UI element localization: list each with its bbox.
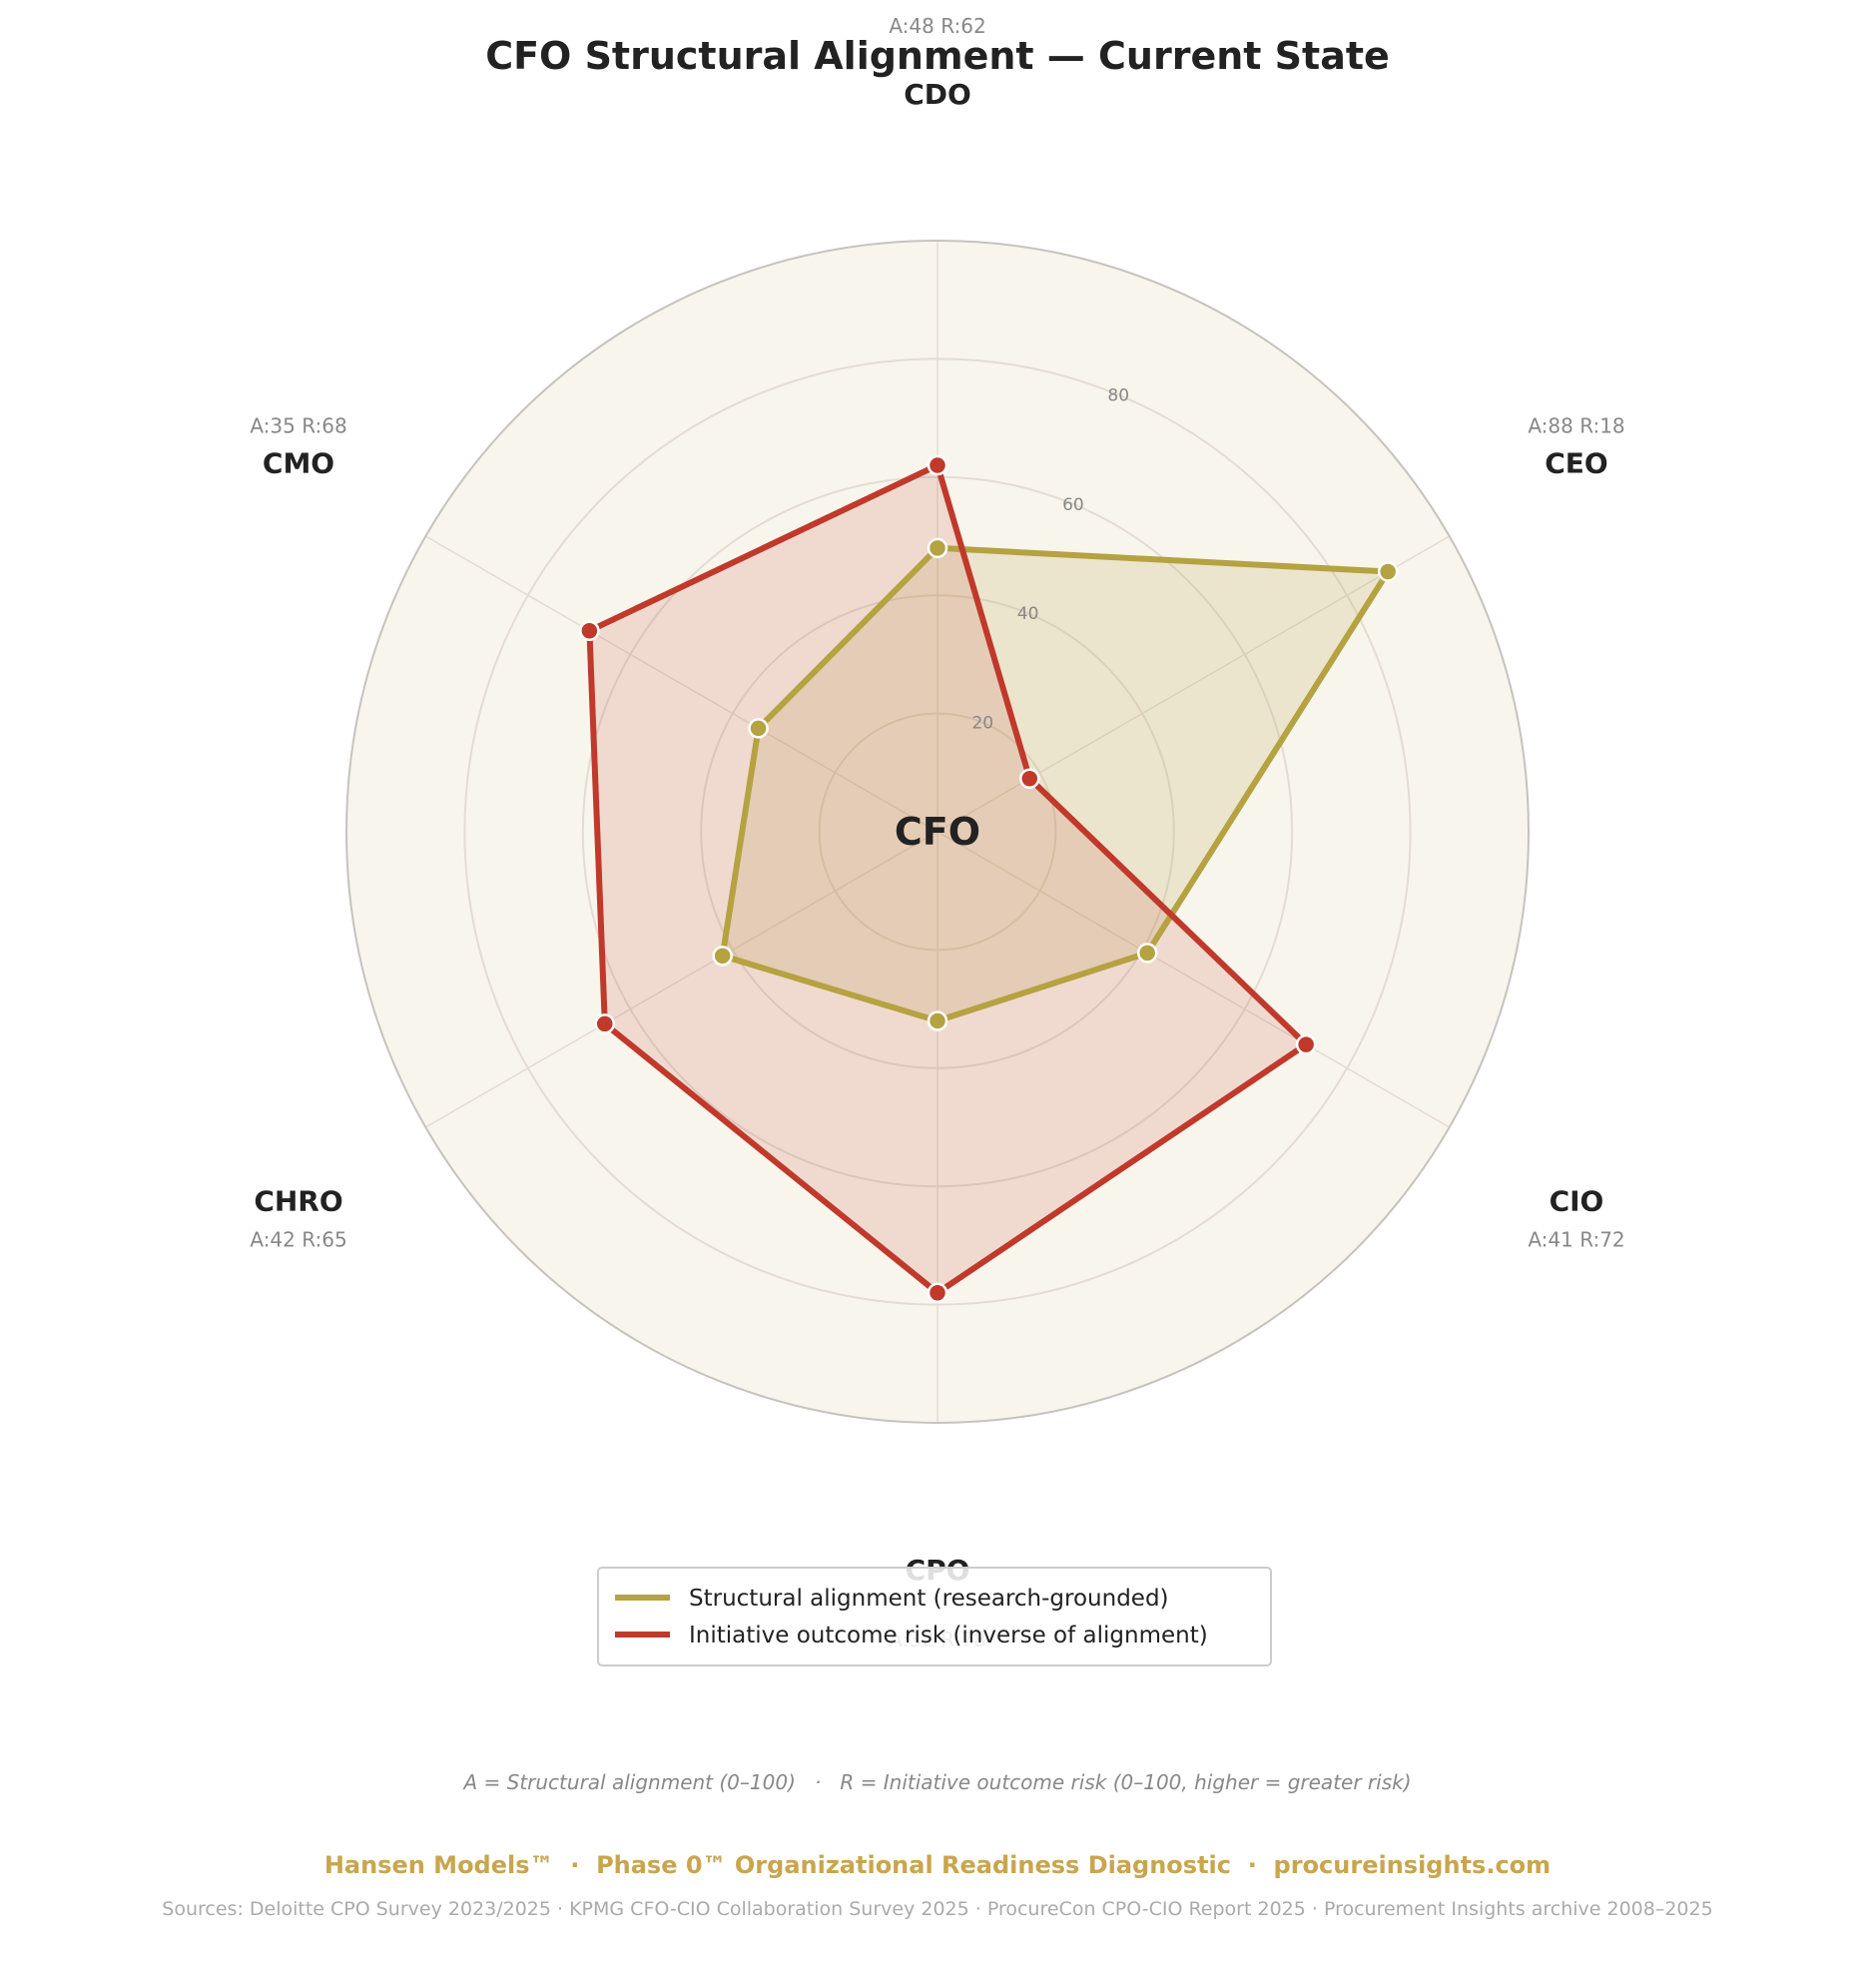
legend-label-1: Structural alignment (research-grounded) xyxy=(689,1586,1169,1612)
spoke-cio xyxy=(937,831,1451,1128)
series-2-point-cio xyxy=(1295,1033,1317,1055)
value-label-ceo: A:88 R:18 xyxy=(1528,414,1624,438)
series-2-point-cpo xyxy=(927,1282,948,1304)
series-1-point-cpo xyxy=(927,1010,948,1031)
series-area-2 xyxy=(589,465,1307,1293)
axis-label-cdo: CDO xyxy=(904,78,971,111)
spoke-cmo xyxy=(424,535,938,833)
series-2-point-cdo xyxy=(927,454,948,476)
series-area-1 xyxy=(722,547,1389,1021)
axis-label-cmo: CMO xyxy=(263,447,334,480)
series-2-point-ceo xyxy=(1019,768,1040,789)
value-label-cmo: A:35 R:68 xyxy=(250,414,346,438)
value-label-cdo: A:48 R:62 xyxy=(889,14,985,38)
footnote: A = Structural alignment (0–100) · R = I… xyxy=(461,1770,1411,1794)
axis-label-ceo: CEO xyxy=(1545,447,1607,480)
series-1-point-chro xyxy=(712,946,733,967)
brand-line: Hansen Models™ · Phase 0™ Organizational… xyxy=(324,1851,1551,1879)
center-label: CFO xyxy=(895,810,980,854)
series-1-point-cmo xyxy=(748,718,769,739)
plot-area: 20 40 60 80 CDO A:48 R:62 CEO A:88 R:18 CIO A:41 … xyxy=(250,14,1624,1651)
legend-label-2: Initiative outcome risk (inverse of alig… xyxy=(689,1623,1208,1648)
series-2-point-chro xyxy=(594,1013,616,1034)
sources-line: Sources: Deloitte CPO Survey 2023/2025 ·… xyxy=(162,1898,1712,1920)
tick-label-60: 60 xyxy=(1062,495,1084,515)
chart-title: CFO Structural Alignment — Current State xyxy=(485,34,1390,78)
value-label-chro: A:42 R:65 xyxy=(250,1228,346,1252)
series-2-point-cmo xyxy=(579,620,600,641)
tick-label-80: 80 xyxy=(1107,385,1129,405)
legend-box xyxy=(597,1567,1272,1666)
spoke-chro xyxy=(424,831,938,1128)
series-1-point-ceo xyxy=(1377,561,1399,582)
series-1-point-cdo xyxy=(927,537,948,559)
series-1-point-cio xyxy=(1136,943,1158,964)
value-label-cio: A:41 R:72 xyxy=(1528,1228,1624,1252)
axis-label-cio: CIO xyxy=(1550,1185,1604,1218)
outer-ring xyxy=(345,240,1530,1424)
tick-label-20: 20 xyxy=(971,714,993,734)
axis-label-chro: CHRO xyxy=(254,1185,342,1218)
legend: Structural alignment (research-grounded)… xyxy=(597,1567,1272,1666)
tick-label-40: 40 xyxy=(1017,604,1039,624)
